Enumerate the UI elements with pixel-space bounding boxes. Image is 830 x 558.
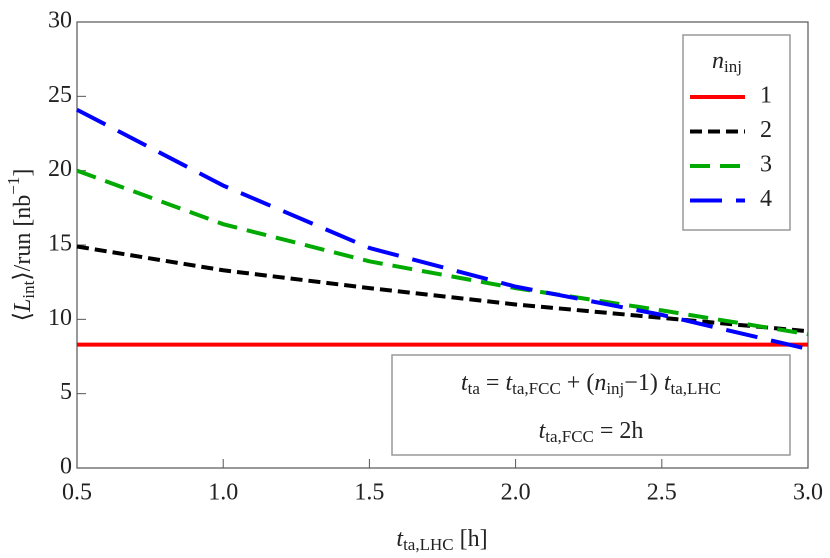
x-axis-label: tta,LHC [h] xyxy=(396,526,487,554)
y-tick-label: 5 xyxy=(60,379,72,405)
y-tick-label: 10 xyxy=(48,305,72,331)
annotation-box xyxy=(391,354,791,456)
y-tick-label: 15 xyxy=(48,231,72,257)
legend-label: 2 xyxy=(760,117,772,143)
x-tick-label: 2.5 xyxy=(647,480,677,506)
plot-area: 0 5 10 15 20 25 30 0.5 1.0 1.5 2.0 2.5 3.0 xyxy=(48,8,823,506)
x-tick-label: 0.5 xyxy=(62,480,92,506)
x-tick-label: 3.0 xyxy=(793,480,823,506)
series-line xyxy=(76,107,809,352)
annotation: tta = tta,FCC + (ninj−1) tta,LHC xyxy=(461,370,721,398)
y-axis-label: ⟨Lint⟩/run [nb−1] xyxy=(4,169,38,322)
series-line xyxy=(76,244,809,334)
y-tick-label: 20 xyxy=(48,156,72,182)
x-tick-label: 1.0 xyxy=(208,480,238,506)
legend-label: 4 xyxy=(760,186,772,212)
y-tick-label: 30 xyxy=(48,8,72,34)
y-tick-label: 0 xyxy=(60,454,72,480)
legend-label: 3 xyxy=(760,152,772,178)
y-tick-label: 25 xyxy=(48,82,72,108)
legend-title: ninj xyxy=(712,48,742,76)
legend-label: 1 xyxy=(760,83,772,109)
series-line xyxy=(76,168,809,337)
x-tick-label: 1.5 xyxy=(354,480,384,506)
x-tick-label: 2.0 xyxy=(501,480,531,506)
annotation: tta,FCC = 2h xyxy=(539,418,644,446)
